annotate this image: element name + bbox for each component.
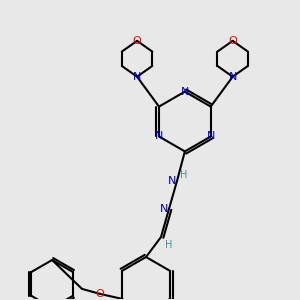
Text: N: N — [133, 72, 141, 82]
Text: N: N — [168, 176, 176, 186]
Text: O: O — [133, 36, 141, 46]
Text: N: N — [155, 131, 163, 142]
Text: O: O — [96, 289, 104, 299]
Text: O: O — [228, 36, 237, 46]
Text: H: H — [165, 240, 172, 250]
Text: N: N — [181, 87, 189, 97]
Text: N: N — [207, 131, 215, 142]
Text: N: N — [229, 72, 237, 82]
Text: H: H — [180, 170, 188, 180]
Text: N: N — [160, 204, 168, 214]
